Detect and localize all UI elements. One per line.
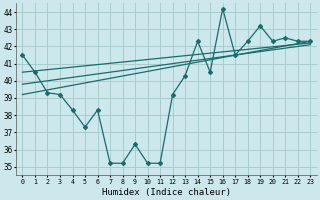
X-axis label: Humidex (Indice chaleur): Humidex (Indice chaleur) (102, 188, 231, 197)
